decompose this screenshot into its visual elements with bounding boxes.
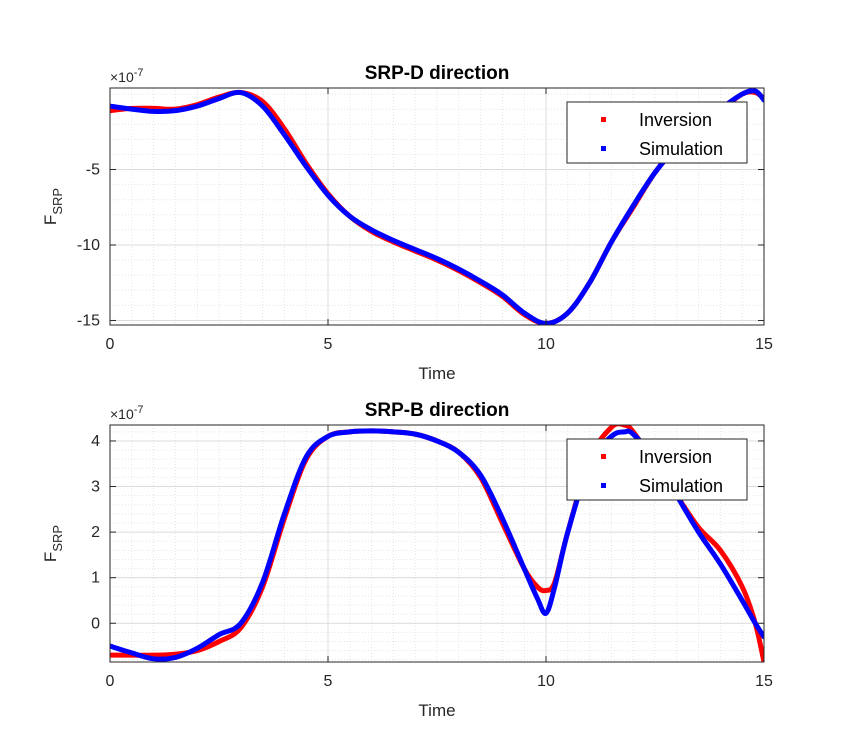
legend: Inversion Simulation: [566, 438, 748, 501]
chart-title: SRP-D direction: [365, 63, 510, 84]
y-tick-label: 2: [91, 524, 100, 541]
minor-grid: [110, 425, 764, 662]
ticks: [109, 88, 765, 325]
subplot-2: 0 5 10 15 0 1 2 3 4 ×10-7 SRP-B direction Time FSRP I…: [41, 400, 773, 720]
legend-label-simulation: Simulation: [639, 139, 723, 159]
legend-marker-inversion: [601, 454, 606, 459]
y-axis-label-sub: SRP: [50, 525, 65, 552]
y-tick-label: 1: [91, 570, 100, 587]
chart-title: SRP-B direction: [365, 400, 510, 421]
x-tick-label: 10: [537, 673, 555, 690]
y-axis-label-main: F: [41, 215, 60, 225]
legend: Inversion Simulation: [566, 101, 748, 164]
x-axis-label: Time: [418, 364, 455, 383]
y-tick-label: 3: [91, 479, 100, 496]
y-axis-label-main: F: [41, 552, 60, 562]
x-tick-label: 5: [324, 673, 333, 690]
y-axis-label: FSRP: [41, 188, 65, 225]
legend-label-inversion: Inversion: [639, 447, 712, 467]
exponent-label: ×10-7: [110, 67, 144, 85]
y-tick-label: 4: [91, 433, 100, 450]
exponent-label: ×10-7: [110, 404, 144, 422]
ticks: [109, 425, 765, 662]
axes-box: [109, 424, 765, 663]
y-tick-label: -15: [77, 312, 100, 329]
y-axis-label-sub: SRP: [50, 188, 65, 215]
legend-box: [566, 101, 748, 164]
x-tick-label: 10: [537, 336, 555, 353]
legend-marker-simulation: [601, 146, 606, 151]
legend-label-inversion: Inversion: [639, 110, 712, 130]
exponent-power: -7: [134, 404, 144, 416]
exponent-power: -7: [134, 67, 144, 79]
x-tick-label: 15: [755, 336, 773, 353]
y-tick-label: -10: [77, 237, 100, 254]
y-tick-label: 0: [91, 615, 100, 632]
major-grid: [110, 88, 764, 325]
x-tick-label: 0: [106, 336, 115, 353]
x-tick-label: 15: [755, 673, 773, 690]
x-tick-label: 0: [106, 673, 115, 690]
legend-marker-simulation: [601, 483, 606, 488]
legend-marker-inversion: [601, 117, 606, 122]
x-axis-label: Time: [418, 701, 455, 720]
subplot-1: 0 5 10 15-15-10-5×10-7 SRP-D directionTimeFS…: [41, 63, 773, 383]
legend-box: [566, 438, 748, 501]
axes-box: [109, 87, 765, 326]
y-tick-label: -5: [86, 162, 100, 179]
y-axis-label: FSRP: [41, 525, 65, 562]
x-tick-label: 5: [324, 336, 333, 353]
legend-label-simulation: Simulation: [639, 476, 723, 496]
